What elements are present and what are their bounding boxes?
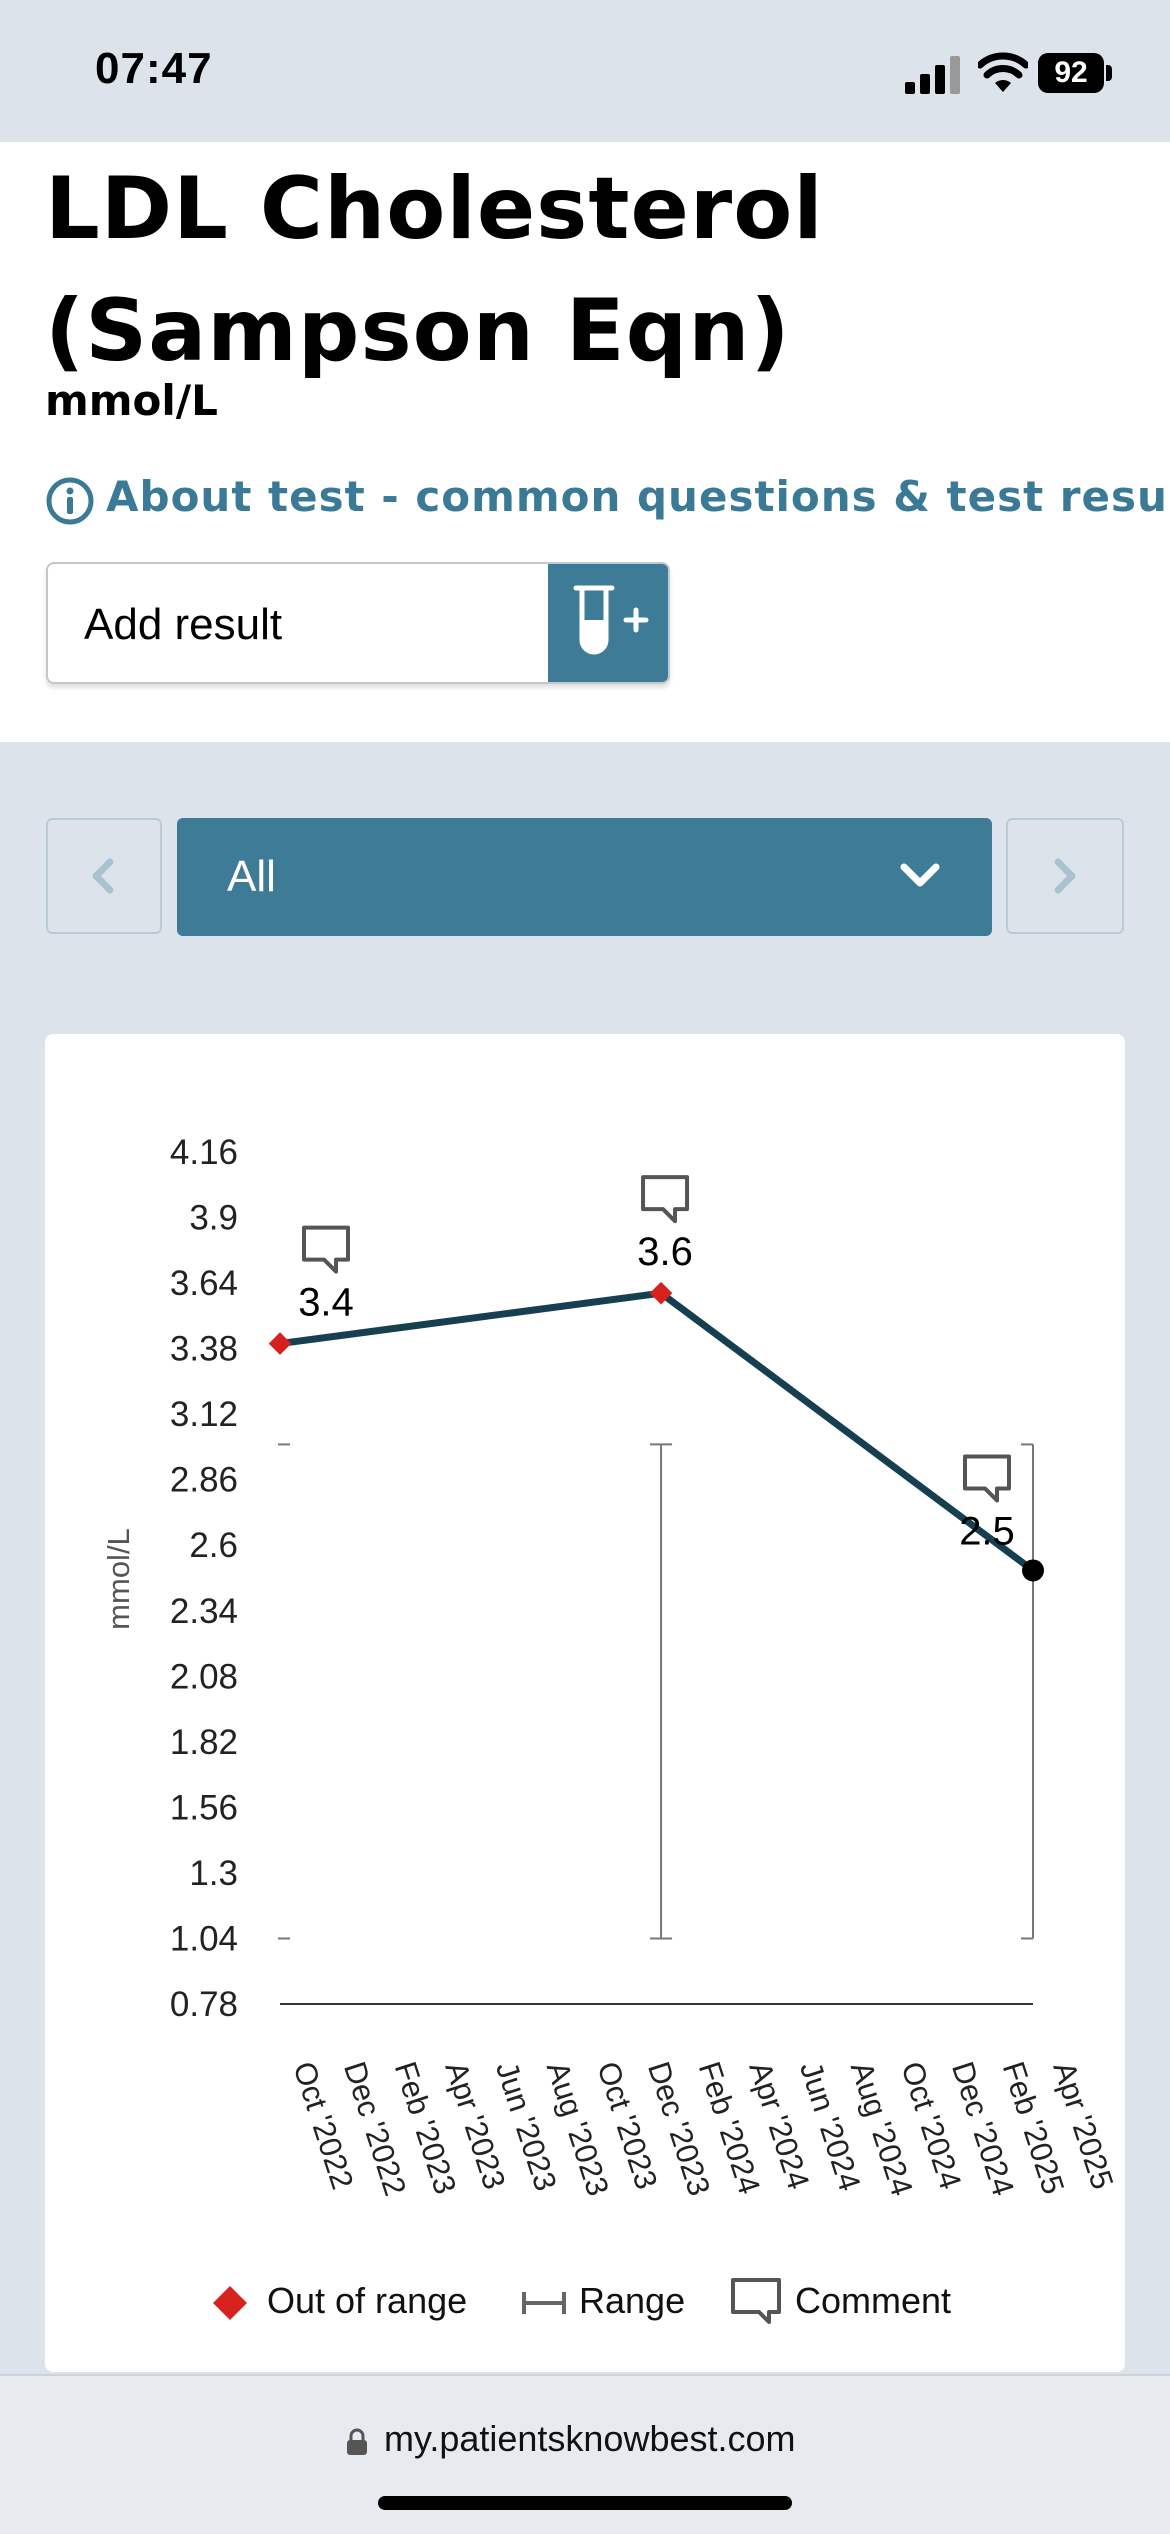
y-tick-label: 2.34 (170, 1592, 238, 1631)
chart-card: 4.16 3.9 3.64 3.38 3.12 2.86 2.6 2.34 2.08 1.82 1.… (45, 1034, 1125, 2372)
chevron-down-icon (900, 863, 940, 887)
test-tube-plus-icon (573, 585, 649, 655)
y-tick-label: 2.86 (170, 1461, 238, 1500)
data-point[interactable] (268, 1332, 292, 1355)
results-chart: 4.16 3.9 3.64 3.38 3.12 2.86 2.6 2.34 2.08 1.82 1.… (101, 1133, 1120, 2200)
y-tick-label: 1.82 (170, 1723, 238, 1762)
battery-icon: 92 (1038, 53, 1114, 93)
page-title-line-2: (Sampson Eqn) (45, 281, 791, 381)
add-result-icon-box[interactable] (548, 564, 668, 682)
next-period-button[interactable] (1006, 818, 1124, 934)
data-label: 2.5 (959, 1509, 1015, 1553)
previous-period-button[interactable] (46, 818, 162, 934)
series-line (276, 1289, 1037, 1574)
url-text[interactable]: my.patientsknowbest.com (384, 2418, 796, 2459)
range-bar-icon (522, 2292, 566, 2314)
wifi-icon (978, 52, 1028, 92)
comment-icon[interactable] (641, 1175, 690, 1224)
y-tick-label: 3.9 (189, 1199, 238, 1238)
lock-icon (347, 2428, 367, 2455)
legend-label: Comment (795, 2280, 952, 2321)
y-tick-label: 0.78 (170, 1985, 238, 2024)
y-tick-label: 3.64 (170, 1264, 238, 1303)
add-result-label: Add result (84, 600, 283, 649)
data-point[interactable] (1022, 1559, 1044, 1582)
legend-label: Out of range (267, 2280, 468, 2321)
comment-icon[interactable] (963, 1454, 1011, 1503)
range-bar[interactable] (1021, 1443, 1034, 1940)
y-axis-label: mmol/L (101, 1528, 136, 1630)
comment-icon[interactable] (302, 1225, 350, 1274)
about-test-link[interactable]: About test - common questions & test res… (106, 472, 1170, 521)
test-header: LDL Cholesterol (Sampson Eqn) mmol/L Abo… (0, 142, 1170, 742)
chevron-right-icon (1054, 858, 1076, 894)
period-select-value: All (227, 852, 276, 901)
data-label: 3.6 (637, 1230, 693, 1274)
status-bar: 07:47 92 (0, 0, 1170, 142)
cellular-signal-icon (905, 56, 960, 94)
home-indicator[interactable] (378, 2496, 792, 2510)
diamond-icon (213, 2286, 247, 2320)
y-tick-label: 2.6 (189, 1526, 238, 1565)
y-tick-label: 2.08 (170, 1657, 238, 1696)
data-label: 3.4 (298, 1281, 354, 1325)
range-bar[interactable] (650, 1443, 673, 1940)
browser-address-bar[interactable]: my.patientsknowbest.com (0, 2374, 1170, 2534)
battery-level: 92 (1038, 53, 1104, 93)
page-title-line-1: LDL Cholesterol (45, 159, 824, 259)
y-tick-label: 1.04 (170, 1919, 238, 1958)
units-label: mmol/L (45, 376, 218, 425)
page-title: LDL Cholesterol (Sampson Eqn) (45, 148, 1165, 392)
chart-legend: Out of range Range Comment (45, 2274, 1125, 2334)
comment-icon (731, 2278, 781, 2324)
y-tick-label: 1.3 (189, 1854, 238, 1893)
y-tick-label: 1.56 (170, 1788, 238, 1827)
y-tick-label: 3.12 (170, 1395, 238, 1434)
status-time: 07:47 (95, 44, 213, 93)
period-select[interactable]: All (177, 818, 992, 936)
y-tick-label: 4.16 (170, 1133, 238, 1172)
info-icon[interactable] (45, 476, 95, 526)
y-tick-label: 3.38 (170, 1330, 238, 1369)
chevron-left-icon (92, 858, 114, 894)
add-result-button[interactable]: Add result (46, 562, 670, 684)
legend-label: Range (579, 2280, 686, 2321)
